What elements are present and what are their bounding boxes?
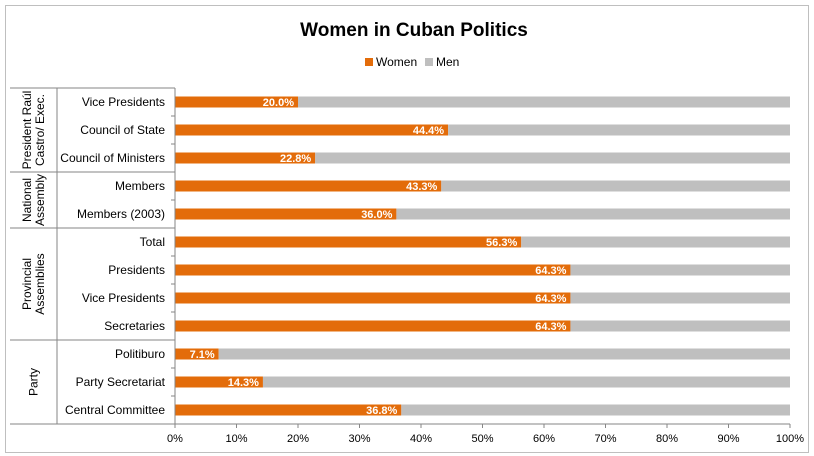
data-label-1: 44.4% bbox=[413, 125, 444, 137]
x-tick-label: 30% bbox=[348, 433, 370, 445]
bar-men-7 bbox=[570, 292, 790, 304]
category-label-4: Members (2003) bbox=[77, 207, 165, 221]
x-tick-label: 80% bbox=[656, 433, 678, 445]
category-label-5: Total bbox=[140, 235, 165, 249]
data-label-4: 36.0% bbox=[361, 209, 392, 221]
bar-men-5 bbox=[521, 236, 790, 248]
category-label-3: Members bbox=[115, 179, 165, 193]
data-label-5: 56.3% bbox=[486, 237, 517, 249]
x-tick-label: 90% bbox=[717, 433, 739, 445]
data-label-0: 20.0% bbox=[263, 97, 294, 109]
bar-women-9 bbox=[175, 348, 219, 360]
bar-men-8 bbox=[570, 320, 790, 332]
data-label-10: 14.3% bbox=[228, 377, 259, 389]
bar-men-0 bbox=[298, 96, 790, 108]
data-label-11: 36.8% bbox=[366, 405, 397, 417]
data-label-2: 22.8% bbox=[280, 153, 311, 165]
data-label-7: 64.3% bbox=[535, 293, 566, 305]
legend-swatch-men bbox=[425, 58, 433, 66]
bar-men-9 bbox=[218, 348, 791, 360]
category-label-1: Council of State bbox=[80, 123, 165, 137]
bar-women-10 bbox=[175, 376, 263, 388]
x-tick-label: 50% bbox=[471, 433, 493, 445]
axes: Vice Presidents Council of State Council o… bbox=[10, 87, 804, 445]
category-label-6: Presidents bbox=[108, 263, 165, 277]
bar-women-4 bbox=[175, 208, 397, 220]
bar-women-11 bbox=[175, 404, 402, 416]
bar-women-7 bbox=[175, 292, 571, 304]
bar-women-6 bbox=[175, 264, 571, 276]
bar-women-0 bbox=[175, 96, 298, 108]
data-label-9: 7.1% bbox=[190, 349, 215, 361]
category-label-7: Vice Presidents bbox=[82, 291, 165, 305]
legend: Women Men bbox=[365, 55, 459, 69]
bar-women-3 bbox=[175, 180, 442, 192]
group-label-0: President Raúl bbox=[20, 91, 34, 170]
bar-men-4 bbox=[396, 208, 790, 220]
group-label-1: National bbox=[20, 178, 34, 222]
bar-men-6 bbox=[570, 264, 790, 276]
group-label-2: Provincial bbox=[20, 258, 34, 310]
bar-women-1 bbox=[175, 124, 449, 136]
bars: 20.0% 44.4% 22.8% 43.3% 36.0% 56.3% 64.3% 64.3%… bbox=[175, 96, 791, 417]
x-tick-label: 20% bbox=[287, 433, 309, 445]
x-tick-label: 10% bbox=[225, 433, 247, 445]
x-tick-label: 60% bbox=[533, 433, 555, 445]
group-label-1: Assembly bbox=[33, 174, 47, 226]
x-tick-label: 0% bbox=[167, 433, 183, 445]
bar-men-1 bbox=[448, 124, 790, 136]
group-label-0: Castro/ Exec. bbox=[33, 94, 47, 166]
category-label-2: Council of Ministers bbox=[60, 151, 165, 165]
data-label-6: 64.3% bbox=[535, 265, 566, 277]
group-label-2: Assemblies bbox=[33, 253, 47, 314]
bar-women-2 bbox=[175, 152, 316, 164]
bar-women-8 bbox=[175, 320, 571, 332]
category-label-10: Party Secretariat bbox=[76, 375, 166, 389]
chart-title: Women in Cuban Politics bbox=[300, 20, 528, 41]
bar-women-5 bbox=[175, 236, 522, 248]
category-label-8: Secretaries bbox=[104, 319, 165, 333]
category-label-0: Vice Presidents bbox=[82, 95, 165, 109]
x-tick-label: 100% bbox=[776, 433, 804, 445]
x-tick-label: 40% bbox=[410, 433, 432, 445]
bar-men-10 bbox=[262, 376, 790, 388]
data-label-8: 64.3% bbox=[535, 321, 566, 333]
bar-men-3 bbox=[441, 180, 790, 192]
legend-label-women: Women bbox=[376, 55, 417, 69]
group-label-3: Party bbox=[27, 368, 41, 396]
legend-label-men: Men bbox=[436, 55, 459, 69]
bar-men-2 bbox=[315, 152, 790, 164]
category-label-9: Politiburo bbox=[115, 347, 165, 361]
data-label-3: 43.3% bbox=[406, 181, 437, 193]
x-tick-label: 70% bbox=[594, 433, 616, 445]
bar-men-11 bbox=[401, 404, 790, 416]
legend-swatch-women bbox=[365, 58, 373, 66]
category-label-11: Central Committee bbox=[65, 403, 165, 417]
